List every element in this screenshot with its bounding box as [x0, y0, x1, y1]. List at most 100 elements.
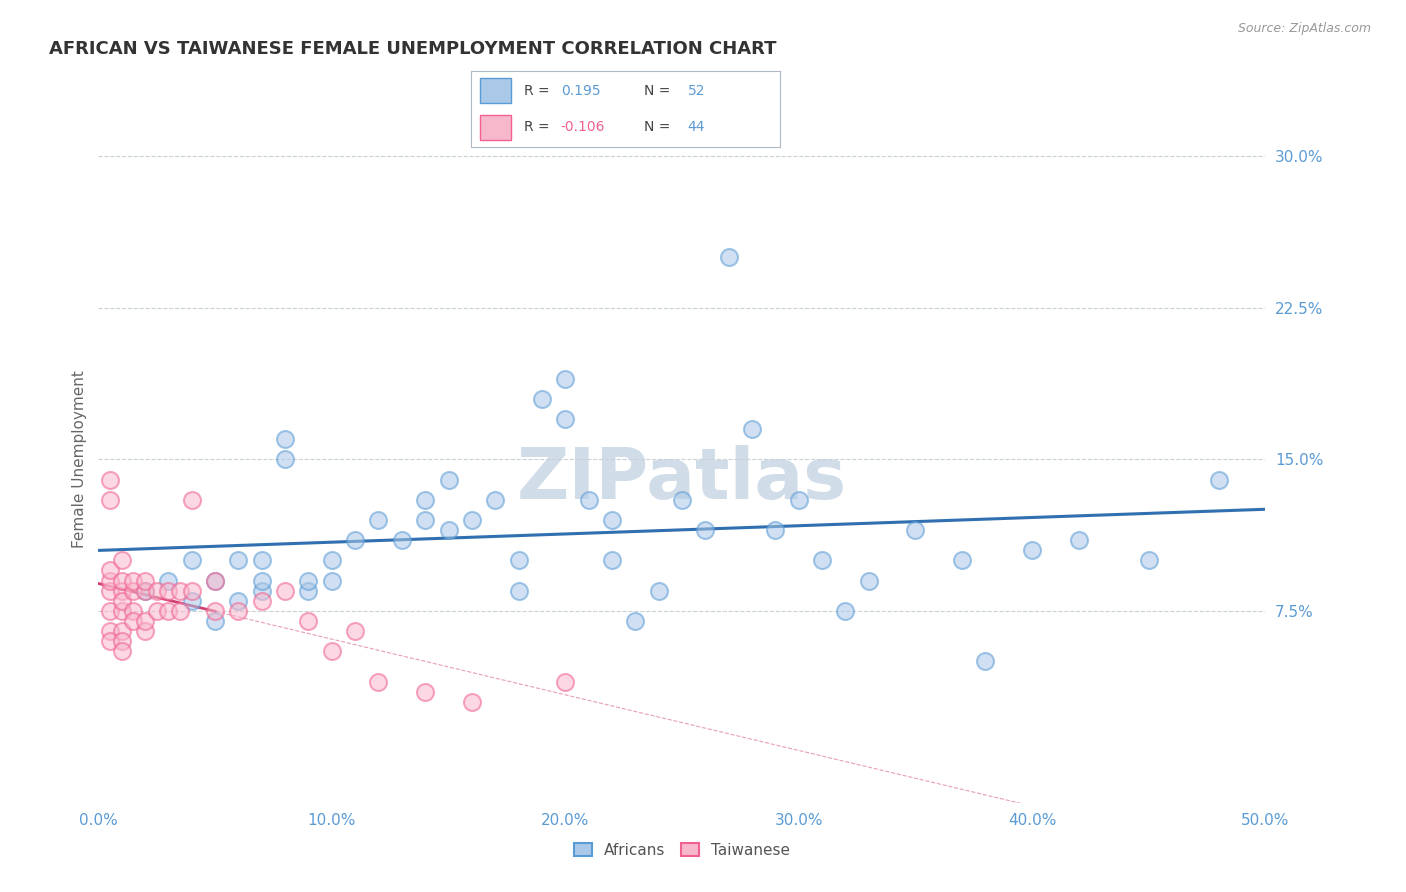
Point — [98, 564, 121, 578]
Point — [228, 553, 250, 567]
Point — [111, 634, 134, 648]
Point — [111, 624, 134, 639]
Point — [122, 574, 145, 588]
Point — [508, 583, 530, 598]
Text: 52: 52 — [688, 84, 704, 98]
Point — [437, 523, 460, 537]
Point — [321, 644, 343, 658]
Point — [297, 583, 319, 598]
Point — [413, 492, 436, 507]
Point — [204, 574, 226, 588]
Point — [274, 452, 297, 467]
Point — [367, 513, 389, 527]
Point — [1208, 473, 1230, 487]
Point — [228, 604, 250, 618]
Point — [134, 574, 156, 588]
Point — [647, 583, 669, 598]
Point — [180, 583, 202, 598]
Point — [111, 574, 134, 588]
Point — [111, 583, 134, 598]
Point — [717, 251, 740, 265]
Point — [204, 574, 226, 588]
FancyBboxPatch shape — [481, 78, 512, 103]
Point — [741, 422, 763, 436]
Point — [297, 614, 319, 628]
Point — [321, 553, 343, 567]
Point — [461, 695, 484, 709]
Point — [1021, 543, 1043, 558]
Point — [1067, 533, 1090, 548]
Point — [122, 604, 145, 618]
Point — [228, 594, 250, 608]
Point — [250, 553, 273, 567]
Point — [98, 604, 121, 618]
Point — [974, 654, 997, 668]
Y-axis label: Female Unemployment: Female Unemployment — [72, 370, 87, 549]
Point — [157, 604, 180, 618]
Point — [180, 492, 202, 507]
Point — [169, 604, 191, 618]
Point — [134, 583, 156, 598]
Text: AFRICAN VS TAIWANESE FEMALE UNEMPLOYMENT CORRELATION CHART: AFRICAN VS TAIWANESE FEMALE UNEMPLOYMENT… — [49, 40, 776, 58]
Text: -0.106: -0.106 — [561, 120, 605, 134]
Point — [461, 513, 484, 527]
Point — [274, 583, 297, 598]
Text: 44: 44 — [688, 120, 704, 134]
Point — [600, 513, 623, 527]
Text: R =: R = — [523, 120, 550, 134]
Point — [204, 604, 226, 618]
FancyBboxPatch shape — [481, 114, 512, 140]
Point — [950, 553, 973, 567]
Point — [180, 553, 202, 567]
Legend: Africans, Taiwanese: Africans, Taiwanese — [568, 837, 796, 863]
Point — [530, 392, 553, 406]
Point — [98, 634, 121, 648]
Point — [146, 604, 169, 618]
Point — [169, 583, 191, 598]
Point — [763, 523, 786, 537]
Point — [134, 614, 156, 628]
Point — [157, 583, 180, 598]
Point — [344, 624, 367, 639]
Point — [250, 594, 273, 608]
Text: N =: N = — [644, 120, 671, 134]
Point — [695, 523, 717, 537]
Point — [811, 553, 834, 567]
Text: 0.195: 0.195 — [561, 84, 600, 98]
Point — [122, 583, 145, 598]
Point — [554, 371, 576, 385]
Text: Source: ZipAtlas.com: Source: ZipAtlas.com — [1237, 22, 1371, 36]
Point — [554, 412, 576, 426]
Point — [250, 574, 273, 588]
Point — [157, 574, 180, 588]
Point — [391, 533, 413, 548]
Point — [484, 492, 506, 507]
Point — [858, 574, 880, 588]
Point — [98, 492, 121, 507]
Point — [111, 553, 134, 567]
Point — [111, 644, 134, 658]
Point — [437, 473, 460, 487]
Point — [508, 553, 530, 567]
Point — [98, 473, 121, 487]
Point — [904, 523, 927, 537]
Point — [274, 432, 297, 446]
Point — [122, 614, 145, 628]
Point — [624, 614, 647, 628]
Point — [787, 492, 810, 507]
Point — [134, 583, 156, 598]
Point — [134, 624, 156, 639]
Point — [111, 604, 134, 618]
Point — [321, 574, 343, 588]
Point — [344, 533, 367, 548]
Text: ZIPatlas: ZIPatlas — [517, 445, 846, 515]
Point — [297, 574, 319, 588]
Point — [146, 583, 169, 598]
Point — [413, 684, 436, 698]
Text: R =: R = — [523, 84, 550, 98]
Point — [180, 594, 202, 608]
Point — [413, 513, 436, 527]
Point — [367, 674, 389, 689]
Point — [600, 553, 623, 567]
Point — [671, 492, 693, 507]
